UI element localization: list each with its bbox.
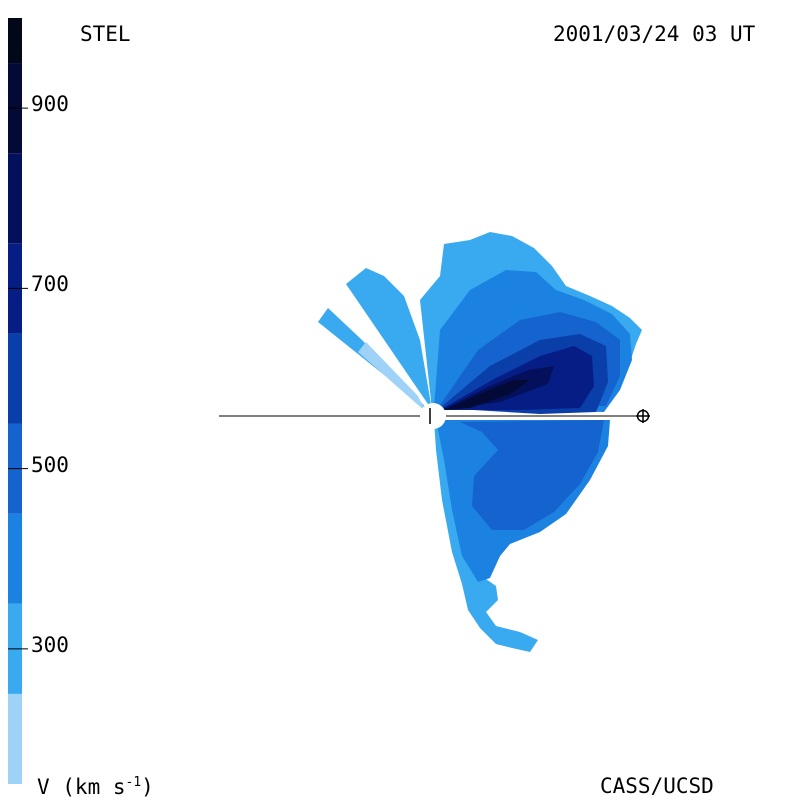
colorbar-tick-label-500: 500 xyxy=(31,452,69,477)
earth-symbol xyxy=(636,409,650,423)
colorbar-tick-label-900: 900 xyxy=(31,92,69,117)
velocity-field xyxy=(318,232,642,652)
velocity-colorbar xyxy=(8,18,28,784)
velocity-region-upper-wedge-a xyxy=(346,268,432,410)
colorbar-band-6 xyxy=(8,153,22,244)
timestamp-label: 2001/03/24 03 UT xyxy=(553,22,756,46)
colorbar-band-8 xyxy=(8,18,22,64)
colorbar-units-label: V (km s-1) xyxy=(37,776,154,798)
velocity-region-upper-wedge-c xyxy=(358,342,426,412)
colorbar-band-4 xyxy=(8,333,22,424)
velocity-region-lower-mid xyxy=(460,420,604,530)
units-prefix: V (km s xyxy=(37,775,126,799)
colorbar-band-0 xyxy=(8,693,22,784)
colorbar-tick-label-700: 700 xyxy=(31,272,69,297)
units-exponent: -1 xyxy=(125,775,142,790)
velocity-region-fastest xyxy=(444,380,530,410)
units-suffix: ) xyxy=(141,775,154,799)
colorbar-band-2 xyxy=(8,513,22,604)
colorbar-tick-label-300: 300 xyxy=(31,632,69,657)
source-label: STEL xyxy=(80,22,131,46)
sun-disk xyxy=(420,403,446,429)
credit-label: CASS/UCSD xyxy=(600,774,714,798)
